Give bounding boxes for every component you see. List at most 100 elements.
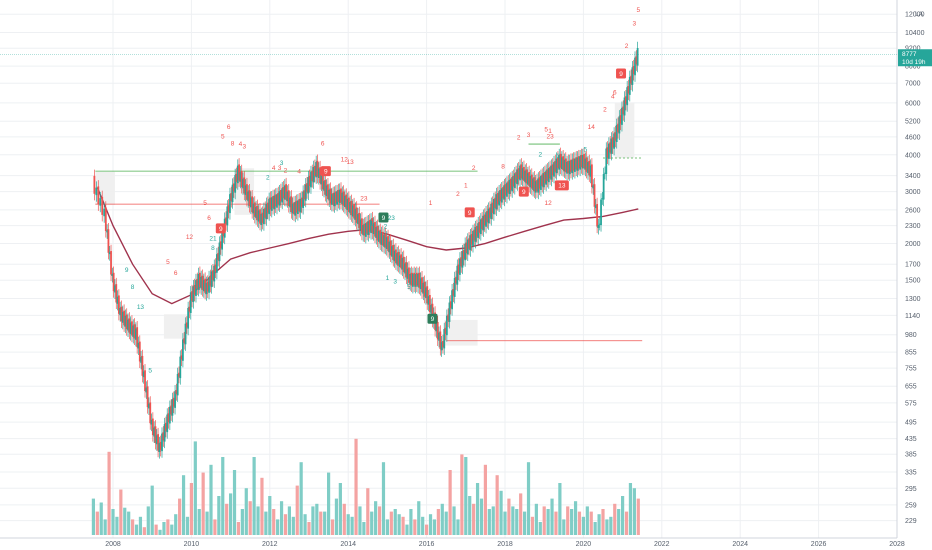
td-setup-tag[interactable]: 13 (554, 180, 569, 191)
td-setup-tag-label: 9 (382, 215, 386, 222)
td-setup-tag[interactable]: 9 (378, 212, 389, 223)
candle-body (192, 286, 195, 303)
candle-body (244, 185, 247, 195)
candle-body (195, 280, 197, 296)
candle-body (411, 274, 414, 287)
volume-bar (499, 490, 503, 535)
volume-bar (593, 522, 597, 535)
candle-body (461, 251, 464, 268)
candle-body (308, 175, 311, 187)
candle-body (289, 197, 291, 208)
candle-body (252, 203, 255, 214)
td-count-label: 9 (125, 267, 129, 274)
candle-body (236, 165, 239, 184)
candle-body (276, 194, 278, 208)
candle-body (317, 168, 320, 179)
volume-bar (428, 514, 433, 535)
td-count-label: 5 (148, 367, 152, 374)
volume-bar (181, 475, 186, 535)
candle-body (266, 202, 269, 213)
volume-bar (440, 503, 444, 535)
td-count-label: 1 (370, 221, 374, 228)
candle-body (311, 170, 314, 182)
td-setup-tag-label: 9 (324, 169, 328, 176)
candle-body (536, 179, 538, 192)
volume-bar (444, 511, 448, 535)
candle-body (345, 194, 348, 209)
time-tick-label: 2024 (732, 541, 748, 548)
td-count-label: 1 (386, 275, 390, 282)
td-count-label: 8 (131, 284, 135, 291)
volume-bar (166, 519, 170, 535)
td-count-label: 4 (272, 165, 276, 172)
volume-bar (460, 454, 464, 535)
volume-bar (409, 509, 413, 535)
candle-body (217, 252, 220, 260)
candle-body (517, 168, 520, 179)
candle-body (196, 278, 199, 289)
candle-body (107, 229, 110, 253)
volume-bar (264, 511, 268, 535)
candle-body (394, 249, 397, 264)
candle-body (101, 196, 104, 215)
price-tick-label: 2600 (905, 207, 921, 214)
candle-body (214, 264, 217, 272)
candle-body (621, 107, 623, 125)
td-setup-tag[interactable]: 9 (616, 68, 627, 79)
candle-body (341, 192, 344, 205)
candle-body (295, 200, 298, 213)
candle-body (483, 214, 486, 226)
td-setup-tag[interactable]: 9 (215, 223, 226, 234)
volume-bar (381, 462, 386, 535)
td-setup-tag[interactable]: 9 (427, 313, 438, 324)
candle-body (613, 133, 616, 149)
candle-body (529, 175, 532, 188)
candle-body (219, 241, 222, 249)
candle-body (134, 328, 137, 340)
candle-body (201, 275, 204, 290)
candle-body (557, 157, 559, 169)
volume-bar (283, 514, 288, 535)
td-count-label: 3 (243, 144, 247, 151)
volume-bar (417, 501, 421, 535)
candle-body (532, 178, 534, 190)
candle-body (634, 57, 636, 76)
candle-body (208, 277, 210, 293)
td-count-label: 1 (548, 128, 552, 135)
td-setup-tag[interactable]: 9 (320, 166, 331, 177)
candle-body (598, 223, 601, 225)
volume-bar (252, 457, 256, 535)
candle-body (447, 314, 450, 321)
time-tick-label: 2028 (889, 541, 905, 548)
volume-bar (131, 519, 135, 535)
candle-body (583, 153, 585, 169)
volume-bar (558, 483, 562, 535)
candle-body (469, 235, 472, 251)
td-count-label: 1 (464, 182, 468, 189)
candle-body (559, 153, 562, 168)
candle-body (546, 169, 549, 181)
td-setup-tag[interactable]: 9 (518, 186, 529, 197)
candle-body (630, 75, 632, 84)
candle-body (580, 155, 583, 168)
candle-body (260, 213, 263, 225)
candle-body (478, 221, 481, 233)
td-count-label: 8 (211, 245, 215, 252)
candle-body (408, 267, 410, 283)
volume-bar (358, 506, 362, 535)
candle-body (191, 291, 193, 301)
candle-body (221, 230, 224, 250)
candle-body (511, 177, 514, 192)
td-count-label: 23 (546, 133, 554, 140)
candle-body (402, 256, 405, 273)
candle-body (359, 219, 362, 230)
candle-body (178, 372, 180, 377)
candle-body (364, 223, 367, 237)
td-setup-tag[interactable]: 9 (464, 207, 475, 218)
volume-bar (421, 516, 425, 535)
candle-body (140, 357, 142, 363)
candle-body (516, 169, 519, 185)
volume-bar (362, 522, 366, 535)
